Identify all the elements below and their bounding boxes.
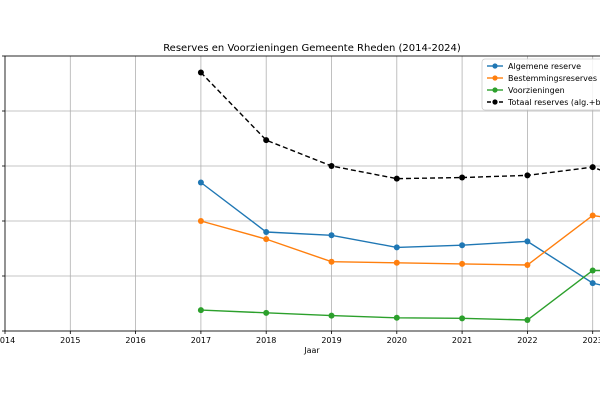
data-point <box>589 267 596 274</box>
data-point <box>197 179 204 186</box>
x-tick-label: 2015 <box>60 336 80 345</box>
data-point <box>393 314 400 321</box>
data-point <box>197 307 204 314</box>
series-line <box>200 181 600 286</box>
series-line <box>200 269 600 321</box>
legend-marker <box>492 87 498 93</box>
legend-label: Voorzieningen <box>508 86 565 95</box>
legend-label: Bestemmingsreserves <box>508 74 597 83</box>
data-point <box>524 262 531 268</box>
series-algemene-reserve <box>197 179 600 287</box>
chart-title: Reserves en Voorzieningen Gemeente Rhede… <box>163 43 461 54</box>
data-point <box>524 317 531 323</box>
legend-label: Totaal reserves (alg.+be <box>507 98 600 107</box>
legend-marker <box>492 99 498 105</box>
legend: Algemene reserve Bestemmingsreserves Voorz… <box>481 58 600 111</box>
x-tick-label: 2019 <box>321 336 341 345</box>
x-tick-label: 2017 <box>191 336 211 345</box>
series-line <box>200 214 600 266</box>
data-point <box>328 258 335 265</box>
x-tick-label: 2016 <box>125 336 145 345</box>
legend-marker <box>492 75 498 81</box>
data-point <box>328 232 335 239</box>
series-line <box>200 72 600 180</box>
data-point <box>459 315 466 322</box>
data-point <box>263 229 270 235</box>
data-point <box>459 260 466 267</box>
data-point <box>328 163 335 169</box>
x-tick-label: 2023 <box>583 336 600 345</box>
x-axis-label: Jaar <box>303 346 320 355</box>
data-point <box>393 244 400 251</box>
legend-marker <box>492 63 498 69</box>
legend-label: Algemene reserve <box>508 62 581 71</box>
data-point <box>197 69 204 76</box>
legend-box <box>481 58 600 111</box>
x-tick-label: 2018 <box>256 336 276 345</box>
data-point <box>589 164 596 171</box>
data-point <box>263 137 270 144</box>
data-point <box>524 238 531 245</box>
data-point <box>589 280 596 287</box>
data-point <box>459 174 466 181</box>
x-tick-label: 2022 <box>517 336 537 345</box>
data-point <box>197 218 204 224</box>
x-tick-label: 2014 <box>0 336 15 345</box>
data-point <box>393 175 400 182</box>
series-layer <box>197 69 600 323</box>
data-point <box>263 236 270 243</box>
data-point <box>263 309 270 316</box>
series-bestemmingsreserves <box>197 212 600 268</box>
series-voorzieningen <box>197 267 600 323</box>
x-axis: 2014 2015 2016 2017 2018 2019 2020 2021 2022 2023… <box>0 331 600 345</box>
data-point <box>459 242 466 249</box>
data-point <box>393 259 400 266</box>
data-point <box>524 172 531 179</box>
data-point <box>589 212 596 219</box>
series-totaal-reserves-alg-best- <box>197 69 600 182</box>
x-tick-label: 2020 <box>387 336 407 345</box>
data-point <box>328 312 335 319</box>
x-tick-label: 2021 <box>452 336 472 345</box>
